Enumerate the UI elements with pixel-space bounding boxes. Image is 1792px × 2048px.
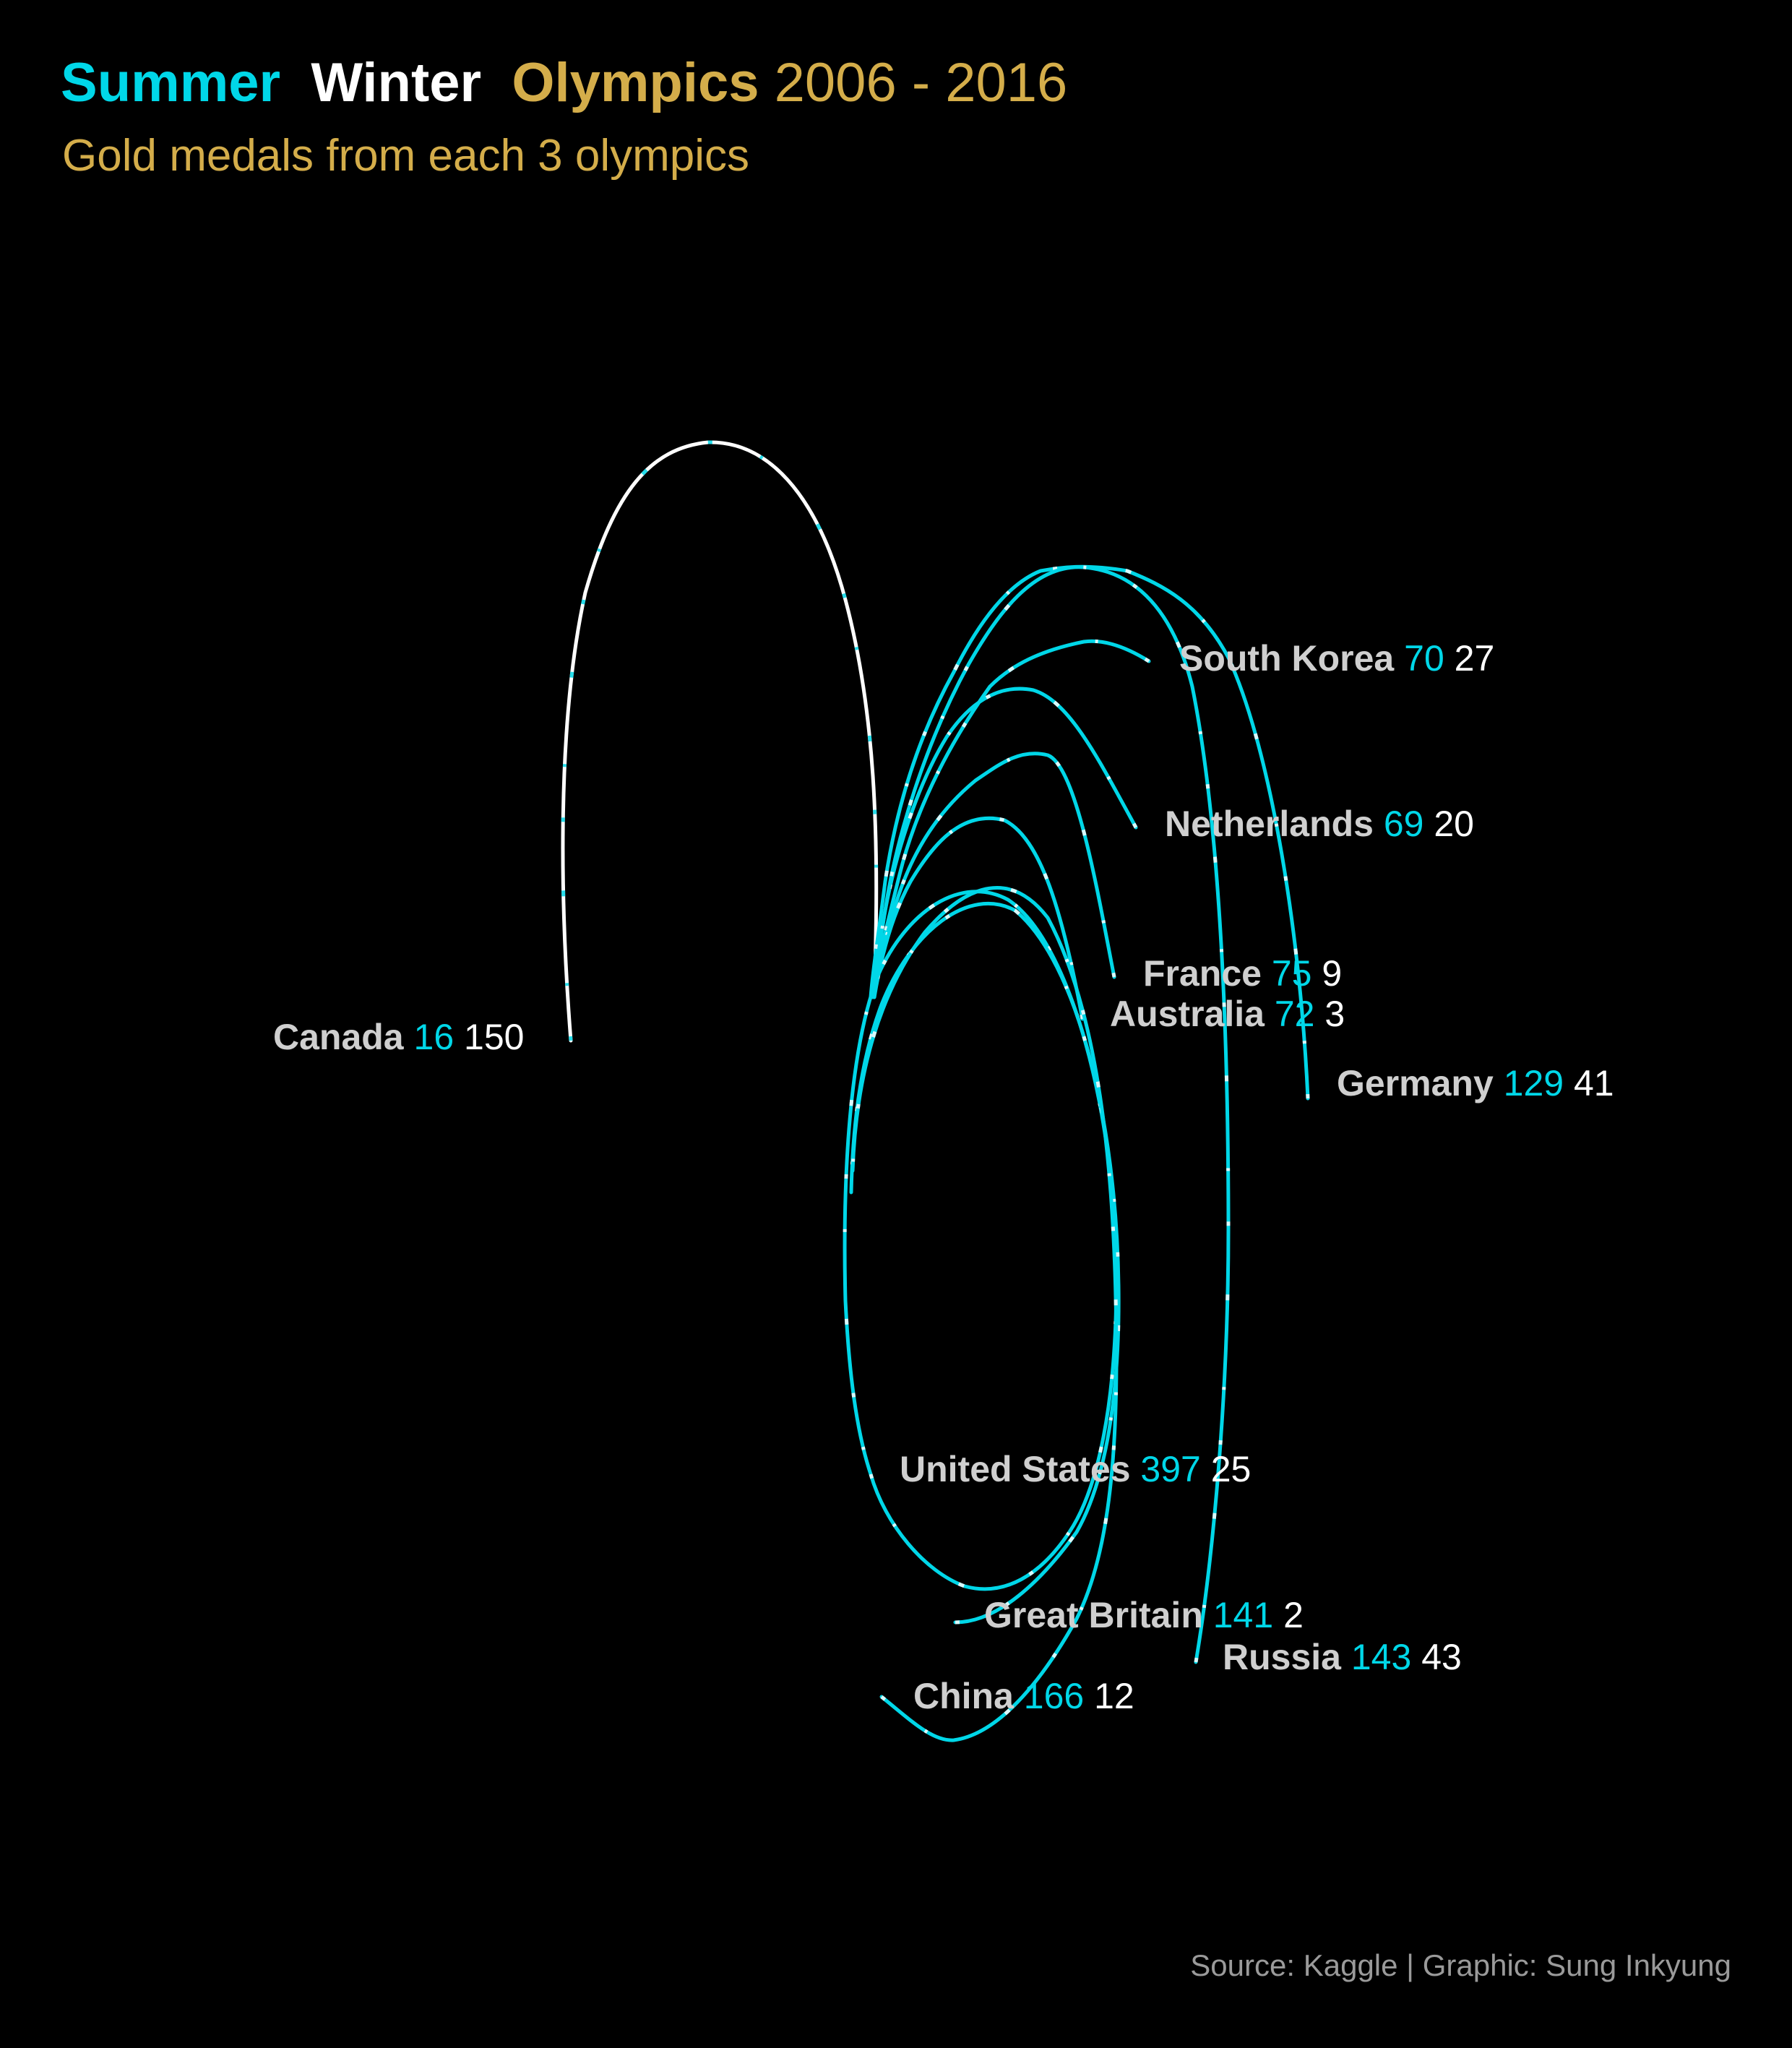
label-summer-value: 129 — [1504, 1063, 1574, 1103]
label-summer-value: 397 — [1140, 1449, 1210, 1489]
label-winter-value: 150 — [464, 1017, 524, 1057]
label-country-name: Russia — [1223, 1637, 1351, 1677]
label-winter-value: 25 — [1211, 1449, 1252, 1489]
label-summer-value: 166 — [1024, 1676, 1094, 1716]
label-south-korea: South Korea 70 27 — [1179, 638, 1494, 679]
label-summer-value: 69 — [1384, 804, 1434, 844]
curve-south-korea — [872, 639, 1151, 992]
label-country-name: South Korea — [1179, 638, 1404, 679]
label-country-name: Germany — [1337, 1063, 1504, 1103]
label-summer-value: 141 — [1213, 1595, 1283, 1635]
label-country-name: United States — [900, 1449, 1140, 1489]
curve-accent-canada — [561, 440, 879, 1041]
label-summer-value: 143 — [1351, 1637, 1421, 1677]
label-france: France 75 9 — [1143, 953, 1342, 994]
label-australia: Australia 72 3 — [1110, 994, 1345, 1034]
label-winter-value: 20 — [1434, 804, 1474, 844]
label-winter-value: 12 — [1094, 1676, 1134, 1716]
label-country-name: France — [1143, 953, 1272, 994]
label-country-name: Australia — [1110, 994, 1275, 1034]
label-china: China 166 12 — [913, 1676, 1134, 1716]
label-canada: Canada 16 150 — [273, 1017, 524, 1057]
curve-accent-germany — [869, 564, 1310, 1099]
title-olympics: Olympics — [512, 52, 759, 113]
chart-subtitle: Gold medals from each 3 olympics — [62, 131, 750, 181]
label-germany: Germany 129 41 — [1337, 1063, 1614, 1103]
curve-canada — [561, 440, 879, 1043]
curve-australia — [872, 816, 1085, 1021]
title-summer: Summer — [61, 52, 281, 113]
title-winter: Winter — [311, 52, 482, 113]
curve-france — [872, 752, 1116, 999]
label-country-name: Great Britain — [984, 1595, 1213, 1635]
label-winter-value: 43 — [1421, 1637, 1462, 1677]
label-summer-value: 70 — [1404, 638, 1455, 679]
curve-china — [850, 886, 1119, 1742]
chart-title: Summer Winter Olympics 2006 - 2016 — [61, 51, 1067, 116]
curve-russia — [871, 565, 1231, 1664]
label-country-name: China — [913, 1676, 1024, 1716]
curve-accent-france — [872, 752, 1116, 998]
label-summer-value: 75 — [1272, 953, 1322, 994]
label-united-states: United States 397 25 — [900, 1449, 1251, 1489]
label-winter-value: 27 — [1455, 638, 1495, 679]
label-winter-value: 41 — [1574, 1063, 1614, 1103]
label-summer-value: 72 — [1275, 994, 1325, 1034]
label-winter-value: 9 — [1322, 953, 1342, 994]
title-years: 2006 - 2016 — [774, 52, 1068, 113]
label-country-name: Canada — [273, 1017, 414, 1057]
label-layer: Canada 16 150 South Korea 70 27 Netherland… — [273, 638, 1614, 1716]
label-netherlands: Netherlands 69 20 — [1165, 804, 1474, 844]
label-summer-value: 16 — [414, 1017, 465, 1057]
chart-caption: Source: Kaggle | Graphic: Sung Inkyung — [1190, 1948, 1731, 1982]
curve-great-britain — [849, 901, 1121, 1625]
curve-layer — [561, 440, 1310, 1742]
label-winter-value: 3 — [1324, 994, 1345, 1034]
label-russia: Russia 143 43 — [1223, 1637, 1462, 1677]
label-winter-value: 2 — [1283, 1595, 1304, 1635]
label-country-name: Netherlands — [1165, 804, 1384, 844]
label-great-britain: Great Britain 141 2 — [984, 1595, 1304, 1635]
